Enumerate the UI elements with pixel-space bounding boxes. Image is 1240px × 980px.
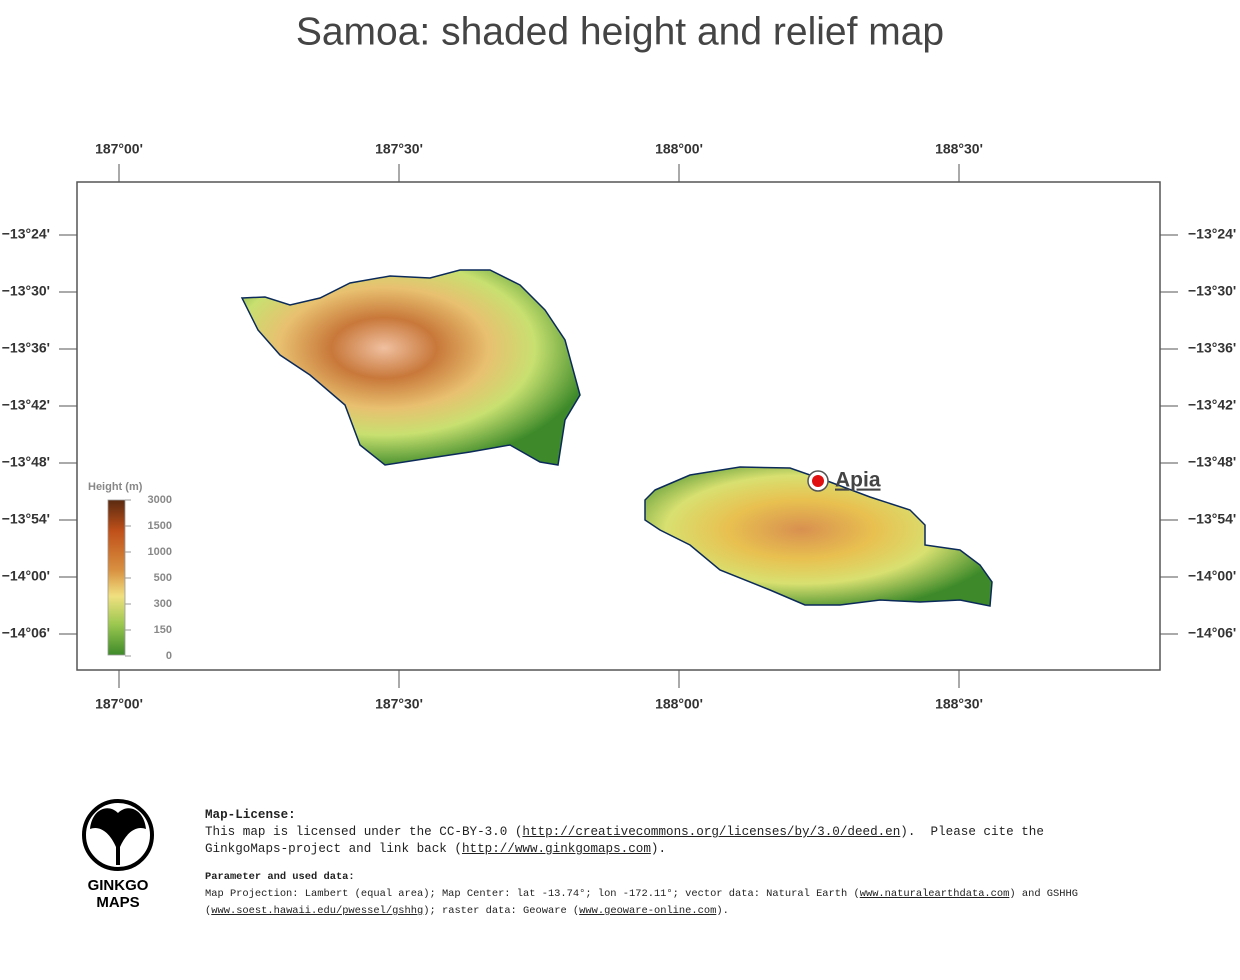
- logo: GINKGO MAPS: [82, 799, 154, 911]
- logo-text: GINKGO: [88, 877, 149, 894]
- lat-tick-label: −13°54': [2, 511, 50, 527]
- footer-text: This map is licensed under the CC-BY-3.0…: [205, 825, 523, 839]
- footer-text: Map Projection: Lambert (equal area); Ma…: [205, 888, 860, 900]
- license-heading: Map-License:: [205, 808, 296, 822]
- lat-tick-label: −13°30': [1188, 283, 1236, 299]
- footer-text: ).: [716, 905, 729, 917]
- license-block: Map-License: This map is licensed under t…: [205, 807, 1105, 858]
- map-title: Samoa: shaded height and relief map: [296, 10, 944, 53]
- lat-tick-label: −13°36': [1188, 340, 1236, 356]
- footer-link[interactable]: http://creativecommons.org/licenses/by/3…: [522, 825, 901, 839]
- island-savaii: [240, 269, 581, 466]
- lon-tick-label: 188°30': [935, 141, 983, 157]
- legend-label: 1000: [148, 546, 172, 558]
- logo-leaf: [90, 808, 146, 865]
- lon-tick-label: 188°30': [935, 696, 983, 712]
- legend-colorbar: [107, 499, 126, 656]
- logo-text: MAPS: [96, 894, 139, 911]
- legend-label: 150: [154, 624, 172, 636]
- footer-text: ). Please cite the GinkgoMaps-project an…: [205, 825, 1052, 856]
- legend-title: Height (m): [88, 481, 143, 493]
- legend-label: 0: [166, 650, 172, 662]
- footer-link[interactable]: www.naturalearthdata.com: [859, 888, 1010, 900]
- map-figure: Samoa: shaded height and relief map Apia…: [2, 10, 1237, 712]
- params-block: Parameter and used data: Map Projection: …: [205, 869, 1155, 920]
- island-upolu: [644, 466, 993, 607]
- legend-label: 500: [154, 572, 172, 584]
- lat-tick-label: −13°48': [1188, 454, 1236, 470]
- footer-text: ).: [650, 842, 667, 856]
- lon-tick-label: 187°00': [95, 141, 143, 157]
- legend-label: 1500: [148, 520, 172, 532]
- lat-tick-label: −13°24': [1188, 226, 1236, 242]
- footer-link[interactable]: www.geoware-online.com: [579, 905, 717, 917]
- lat-tick-label: −14°00': [1188, 568, 1236, 584]
- footer-text: ) and GSHHG (: [205, 888, 1085, 917]
- legend-label: 3000: [148, 494, 172, 506]
- lon-tick-label: 187°00': [95, 696, 143, 712]
- footer-text: ); raster data: Geoware (: [423, 905, 580, 917]
- lat-tick-label: −13°24': [2, 226, 50, 242]
- footer-link[interactable]: www.soest.hawaii.edu/pwessel/gshhg: [211, 905, 424, 917]
- lat-tick-label: −14°00': [2, 568, 50, 584]
- lon-tick-label: 187°30': [375, 696, 423, 712]
- lat-tick-label: −13°54': [1188, 511, 1236, 527]
- lat-tick-label: −13°48': [2, 454, 50, 470]
- map-frame: [76, 181, 1161, 671]
- lat-tick-label: −13°42': [1188, 397, 1236, 413]
- lon-tick-label: 188°00': [655, 141, 703, 157]
- city-label: Apia: [835, 469, 881, 492]
- params-heading: Parameter and used data:: [205, 871, 355, 883]
- lon-tick-label: 188°00': [655, 696, 703, 712]
- lat-tick-label: −13°36': [2, 340, 50, 356]
- footer-link[interactable]: http://www.ginkgomaps.com: [461, 842, 651, 856]
- lat-tick-label: −13°42': [2, 397, 50, 413]
- city-marker: [812, 475, 824, 487]
- lat-tick-label: −14°06': [1188, 625, 1236, 641]
- legend-label: 300: [154, 598, 172, 610]
- lat-tick-label: −13°30': [2, 283, 50, 299]
- lon-tick-label: 187°30': [375, 141, 423, 157]
- lat-tick-label: −14°06': [2, 625, 50, 641]
